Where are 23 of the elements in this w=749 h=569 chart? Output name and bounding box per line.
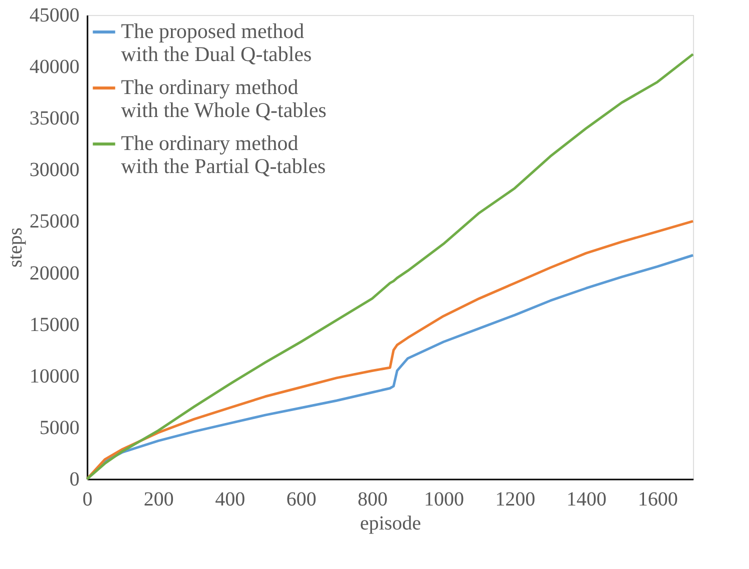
y-tick-label: 5000 bbox=[40, 416, 80, 439]
x-tick-label: 200 bbox=[144, 488, 174, 510]
legend-label: The ordinary method with the Partial Q-tables bbox=[121, 131, 326, 178]
y-tick-label: 15000 bbox=[30, 314, 80, 336]
x-tick-label: 1200 bbox=[495, 488, 536, 510]
y-tick-label: 35000 bbox=[30, 108, 80, 130]
x-tick-label: 1600 bbox=[638, 488, 678, 510]
y-tick-label: 20000 bbox=[30, 262, 80, 284]
y-tick-label: 25000 bbox=[30, 210, 80, 233]
y-axis-title: steps bbox=[4, 227, 26, 268]
legend-label: The proposed method with the Dual Q-tables bbox=[121, 19, 312, 66]
x-tick-label: 1400 bbox=[566, 488, 607, 510]
x-tick-label: 400 bbox=[215, 488, 246, 510]
y-tick-label: 0 bbox=[70, 468, 80, 490]
x-tick-label: 600 bbox=[286, 488, 316, 510]
x-tick-label: 800 bbox=[358, 488, 388, 510]
x-tick-label: 1000 bbox=[424, 488, 464, 510]
y-tick-label: 30000 bbox=[30, 159, 80, 182]
y-tick-label: 40000 bbox=[30, 56, 80, 78]
x-axis-title: episode bbox=[360, 512, 422, 534]
y-tick-label: 10000 bbox=[30, 365, 80, 388]
legend-label: The ordinary method with the Whole Q-tables bbox=[121, 75, 326, 122]
y-tick-label: 45000 bbox=[30, 4, 80, 26]
